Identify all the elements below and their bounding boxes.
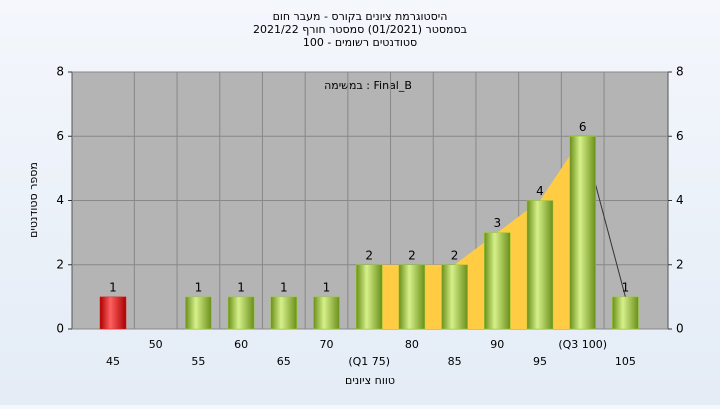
- x-tick-label: 60: [234, 338, 248, 351]
- y-axis-label: מספר סטודנטים: [27, 162, 40, 238]
- y2-tick-label: 2: [676, 257, 684, 271]
- x-tick-label: (Q3 100): [558, 338, 607, 351]
- y-tick-label: 2: [56, 257, 64, 271]
- data-label: 2: [408, 248, 416, 262]
- data-label: 1: [109, 280, 117, 294]
- data-label: 2: [451, 248, 459, 262]
- chart-title: היסטוגרמת ציונים בקורס - מעבר חום: [273, 10, 448, 23]
- y-tick-label: 4: [56, 193, 64, 207]
- data-label: 1: [622, 280, 630, 294]
- data-label: 1: [237, 280, 245, 294]
- y2-tick-label: 8: [676, 65, 684, 79]
- y2-tick-label: 4: [676, 193, 684, 207]
- x-tick-label: 50: [149, 338, 163, 351]
- data-label: 1: [280, 280, 288, 294]
- x-tick-label: 85: [448, 355, 462, 368]
- bar: [441, 264, 468, 330]
- x-tick-label: 95: [533, 355, 547, 368]
- bar: [484, 232, 511, 330]
- bar: [612, 296, 639, 330]
- x-axis-label: טווח ציונים: [345, 374, 395, 387]
- data-label: 4: [536, 184, 544, 198]
- y-tick-label: 8: [56, 65, 64, 79]
- annotation: Final_B : במשימה: [324, 79, 412, 92]
- chart-subtitle: בסמסטר (01/2021) סמסטר חורף 2021/22: [253, 23, 467, 36]
- bar: [313, 296, 340, 330]
- x-tick-label: 45: [106, 355, 120, 368]
- y2-tick-label: 0: [676, 322, 684, 336]
- y-tick-label: 0: [56, 322, 64, 336]
- chart-subtitle: סטודנטים רשומים - 100: [303, 36, 417, 49]
- bar: [185, 296, 212, 330]
- x-tick-label: 55: [191, 355, 205, 368]
- data-label: 1: [195, 280, 203, 294]
- bar: [398, 264, 426, 330]
- bar: [569, 136, 596, 330]
- x-tick-label: 70: [320, 338, 334, 351]
- bar: [227, 296, 255, 330]
- data-label: 1: [323, 280, 331, 294]
- bar: [355, 264, 383, 330]
- x-tick-label: 65: [277, 355, 291, 368]
- data-label: 6: [579, 120, 587, 134]
- x-tick-label: (Q1 75): [348, 355, 390, 368]
- y2-tick-label: 6: [676, 129, 684, 143]
- x-tick-label: 90: [490, 338, 504, 351]
- x-tick-label: 80: [405, 338, 419, 351]
- bar: [99, 296, 127, 330]
- bar: [526, 200, 554, 330]
- data-label: 2: [365, 248, 373, 262]
- bar: [270, 296, 298, 330]
- data-label: 3: [493, 216, 501, 230]
- y-tick-label: 6: [56, 129, 64, 143]
- x-tick-label: 105: [615, 355, 636, 368]
